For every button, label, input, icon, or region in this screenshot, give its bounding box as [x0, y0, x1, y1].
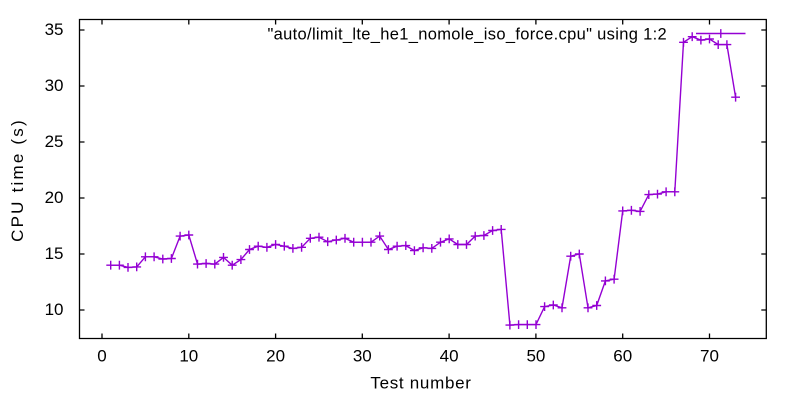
- svg-text:30: 30: [45, 76, 64, 95]
- svg-text:35: 35: [45, 20, 64, 39]
- svg-text:15: 15: [45, 244, 64, 263]
- svg-text:10: 10: [179, 347, 198, 366]
- svg-text:50: 50: [526, 347, 545, 366]
- svg-text:25: 25: [45, 132, 64, 151]
- svg-text:0: 0: [97, 347, 106, 366]
- svg-text:"auto/limit_lte_he1_nomole_iso: "auto/limit_lte_he1_nomole_iso_force.cpu…: [267, 26, 667, 44]
- svg-text:60: 60: [613, 347, 632, 366]
- svg-text:70: 70: [700, 347, 719, 366]
- svg-text:CPU time (s): CPU time (s): [8, 118, 27, 242]
- svg-text:30: 30: [353, 347, 372, 366]
- svg-text:10: 10: [45, 300, 64, 319]
- svg-text:20: 20: [266, 347, 285, 366]
- svg-text:40: 40: [440, 347, 459, 366]
- svg-text:Test number: Test number: [370, 374, 471, 393]
- svg-text:20: 20: [45, 188, 64, 207]
